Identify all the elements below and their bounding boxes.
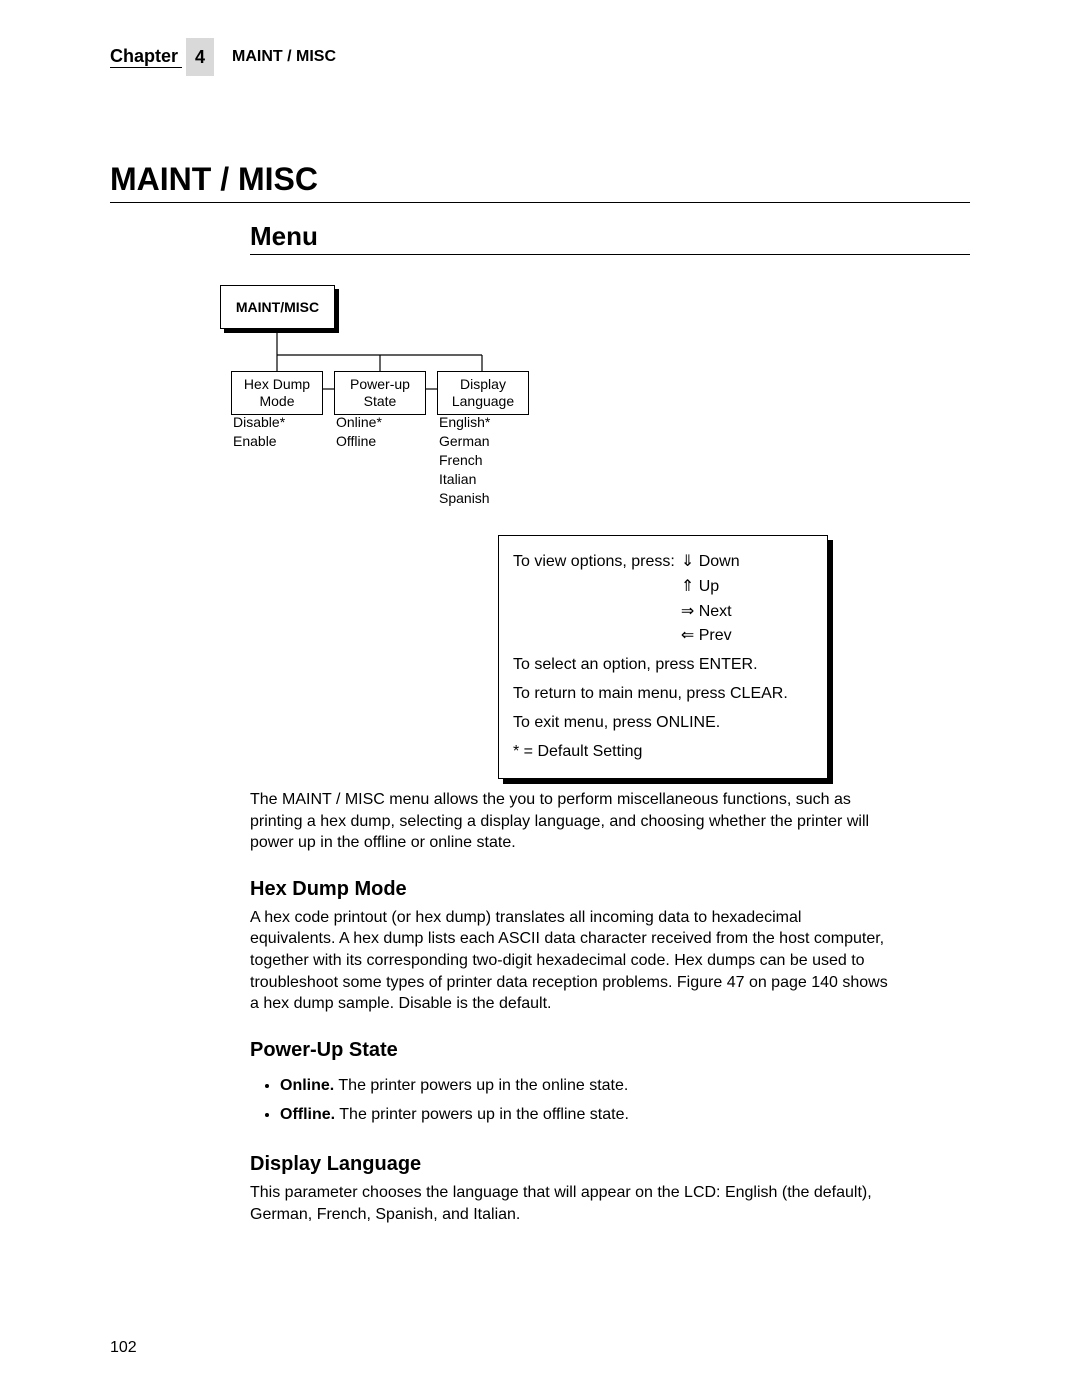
diagram-option: Offline bbox=[336, 432, 382, 451]
up-arrow-icon: ⇑ bbox=[681, 578, 694, 595]
section-title: MAINT / MISC bbox=[110, 161, 970, 203]
powerup-item-text: The printer powers up in the online stat… bbox=[334, 1077, 628, 1094]
intro-paragraph: The MAINT / MISC menu allows the you to … bbox=[250, 789, 890, 854]
diagram-options-hex-dump: Disable* Enable bbox=[233, 413, 285, 451]
diagram-node-line: Power-up bbox=[350, 376, 410, 392]
diagram-option: English* bbox=[439, 413, 490, 432]
diagram-option: Enable bbox=[233, 432, 285, 451]
diagram-node-line: Language bbox=[452, 393, 514, 409]
panel-return-line: To return to main menu, press CLEAR. bbox=[513, 682, 813, 707]
chapter-number: 4 bbox=[195, 47, 205, 68]
left-arrow-icon: ⇐ bbox=[681, 627, 694, 644]
panel-keys: ⇓ Down ⇑ Up ⇒ Next ⇐ Prev bbox=[681, 550, 740, 649]
chapter-label: Chapter bbox=[110, 46, 182, 68]
list-item: Online. The printer powers up in the onl… bbox=[280, 1072, 970, 1101]
diagram-option: Italian bbox=[439, 470, 490, 489]
panel-key-name: Next bbox=[699, 603, 732, 620]
hex-dump-heading: Hex Dump Mode bbox=[250, 878, 970, 901]
diagram-node-line: State bbox=[364, 393, 397, 409]
display-language-heading: Display Language bbox=[250, 1153, 970, 1176]
panel-default-line: * = Default Setting bbox=[513, 740, 813, 765]
panel-select-line: To select an option, press ENTER. bbox=[513, 653, 813, 678]
diagram-option: Spanish bbox=[439, 489, 490, 508]
panel-key-name: Down bbox=[699, 553, 740, 570]
menu-diagram: MAINT/MISC Hex Dump Mode Disable* Enable… bbox=[220, 285, 880, 775]
panel-exit-line: To exit menu, press ONLINE. bbox=[513, 711, 813, 736]
diagram-node-line: Mode bbox=[259, 393, 294, 409]
page-header: Chapter 4 MAINT / MISC bbox=[110, 38, 970, 76]
hex-dump-text: A hex code printout (or hex dump) transl… bbox=[250, 907, 890, 1015]
powerup-list: Online. The printer powers up in the onl… bbox=[280, 1072, 970, 1130]
instruction-panel: To view options, press: ⇓ Down ⇑ Up ⇒ Ne… bbox=[498, 535, 828, 779]
diagram-node-powerup: Power-up State bbox=[334, 371, 426, 415]
diagram-option: German bbox=[439, 432, 490, 451]
diagram-option: Disable* bbox=[233, 413, 285, 432]
diagram-options-display-language: English* German French Italian Spanish bbox=[439, 413, 490, 507]
menu-title: Menu bbox=[250, 221, 970, 255]
powerup-item-text: The printer powers up in the offline sta… bbox=[335, 1106, 629, 1123]
diagram-node-hex-dump: Hex Dump Mode bbox=[231, 371, 323, 415]
diagram-options-powerup: Online* Offline bbox=[336, 413, 382, 451]
diagram-root: MAINT/MISC bbox=[220, 285, 335, 329]
down-arrow-icon: ⇓ bbox=[681, 553, 694, 570]
diagram-option: Online* bbox=[336, 413, 382, 432]
powerup-heading: Power-Up State bbox=[250, 1039, 970, 1062]
diagram-node-line: Hex Dump bbox=[244, 376, 310, 392]
panel-key-name: Up bbox=[699, 578, 719, 595]
powerup-item-bold: Online. bbox=[280, 1077, 334, 1094]
breadcrumb: MAINT / MISC bbox=[232, 48, 336, 66]
diagram-option: French bbox=[439, 451, 490, 470]
right-arrow-icon: ⇒ bbox=[681, 603, 694, 620]
list-item: Offline. The printer powers up in the of… bbox=[280, 1101, 970, 1130]
display-language-text: This parameter chooses the language that… bbox=[250, 1182, 890, 1225]
diagram-node-line: Display bbox=[460, 376, 506, 392]
powerup-item-bold: Offline. bbox=[280, 1106, 335, 1123]
page-number: 102 bbox=[110, 1339, 137, 1357]
panel-view-label: To view options, press: bbox=[513, 550, 681, 649]
chapter-number-block: 4 bbox=[186, 38, 214, 76]
diagram-node-display-language: Display Language bbox=[437, 371, 529, 415]
panel-key-name: Prev bbox=[699, 627, 732, 644]
